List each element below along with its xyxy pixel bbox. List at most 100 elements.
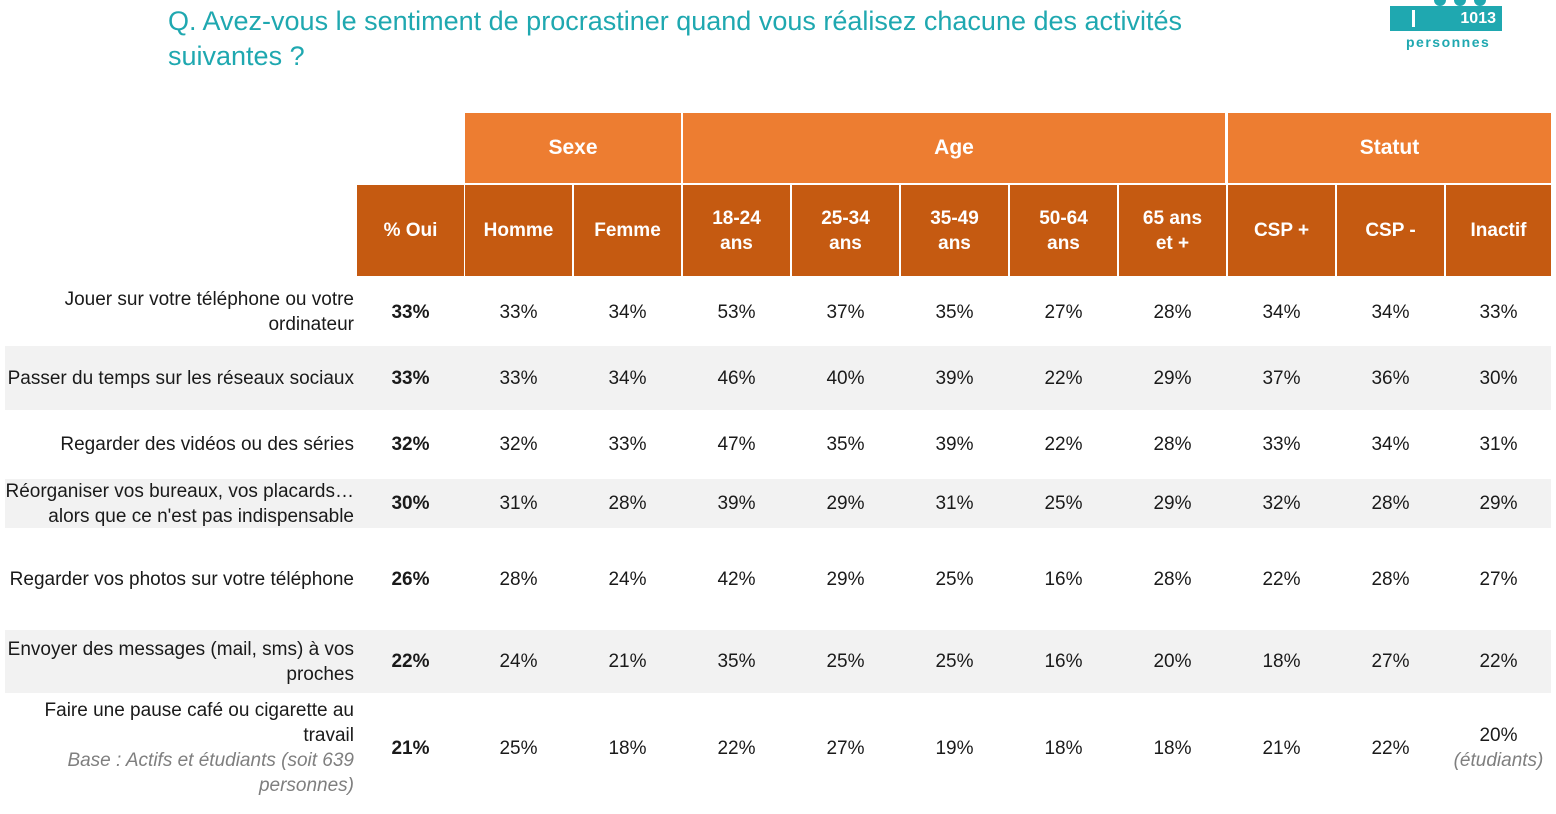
cell-value: 37% bbox=[826, 301, 865, 323]
value-cell: 31% bbox=[1446, 413, 1551, 475]
cell-value: 22% bbox=[1479, 651, 1518, 672]
row-base-note: Base : Actifs et étudiants (soit 639 per… bbox=[67, 750, 354, 796]
row-band bbox=[5, 630, 1551, 693]
cell-value: 36% bbox=[1371, 367, 1410, 389]
row-label: Envoyer des messages (mail, sms) à vos p… bbox=[5, 630, 354, 693]
value-cell: 16% bbox=[1010, 530, 1117, 628]
cell-value: 47% bbox=[717, 433, 756, 455]
value-cell: 27% bbox=[792, 696, 899, 800]
cell-value: 21% bbox=[608, 651, 647, 672]
value-cell: 33% bbox=[1228, 413, 1335, 475]
total-cell: 33% bbox=[357, 280, 464, 344]
cell-value: 33% bbox=[1479, 301, 1518, 323]
total-cell: 30% bbox=[357, 479, 464, 528]
cell-value: 29% bbox=[1479, 493, 1518, 514]
cell-value: 22% bbox=[1371, 737, 1410, 759]
cell-value: 25% bbox=[1044, 493, 1083, 514]
cell-value: 32% bbox=[499, 433, 538, 455]
cell-value: 18% bbox=[1044, 737, 1083, 759]
value-cell: 18% bbox=[1119, 696, 1226, 800]
row-label-text: Envoyer des messages (mail, sms) à vos p… bbox=[7, 638, 354, 685]
cell-value: 16% bbox=[1044, 568, 1083, 590]
row-label: Regarder vos photos sur votre téléphone bbox=[5, 530, 354, 628]
value-cell: 32% bbox=[465, 413, 572, 475]
value-cell: 39% bbox=[683, 479, 790, 528]
cell-value: 35% bbox=[826, 433, 865, 455]
column-header: 65 ans et + bbox=[1119, 185, 1226, 276]
value-cell: 40% bbox=[792, 346, 899, 410]
cell-value: 33% bbox=[499, 367, 538, 389]
total-cell: 26% bbox=[357, 530, 464, 628]
row-label: Réorganiser vos bureaux, vos placards… a… bbox=[5, 479, 354, 528]
value-cell: 22% bbox=[1010, 346, 1117, 410]
cell-value: 30% bbox=[391, 493, 430, 514]
value-cell: 34% bbox=[1228, 280, 1335, 344]
value-cell: 20% bbox=[1119, 630, 1226, 693]
value-cell: 20% (étudiants) bbox=[1446, 696, 1551, 800]
value-cell: 24% bbox=[465, 630, 572, 693]
cell-value: 20% bbox=[1479, 725, 1518, 746]
value-cell: 22% bbox=[1337, 696, 1444, 800]
cell-value: 39% bbox=[935, 433, 974, 455]
cell-value: 20% bbox=[1153, 651, 1192, 672]
value-cell: 18% bbox=[1010, 696, 1117, 800]
value-cell: 30% bbox=[1446, 346, 1551, 410]
cell-value: 31% bbox=[1479, 433, 1518, 455]
cell-value: 29% bbox=[826, 493, 865, 514]
value-cell: 35% bbox=[792, 413, 899, 475]
cell-value: 40% bbox=[826, 367, 865, 389]
value-cell: 29% bbox=[1119, 479, 1226, 528]
cell-value: 18% bbox=[1153, 737, 1192, 759]
row-label-text: Regarder vos photos sur votre téléphone bbox=[9, 568, 354, 590]
cell-value: 16% bbox=[1044, 651, 1083, 672]
cell-value: 19% bbox=[935, 737, 974, 759]
column-header: CSP - bbox=[1337, 185, 1444, 276]
cell-value: 28% bbox=[499, 568, 538, 590]
value-cell: 18% bbox=[1228, 630, 1335, 693]
respondents-badge: 1013 personnes bbox=[1390, 0, 1506, 52]
cell-value: 34% bbox=[608, 301, 647, 323]
value-cell: 27% bbox=[1010, 280, 1117, 344]
column-header: Homme bbox=[465, 185, 572, 276]
value-cell: 36% bbox=[1337, 346, 1444, 410]
column-header: 18-24 ans bbox=[683, 185, 790, 276]
cell-value: 30% bbox=[1479, 367, 1518, 389]
cell-value: 28% bbox=[1371, 493, 1410, 514]
value-cell: 47% bbox=[683, 413, 790, 475]
question-title: Q. Avez-vous le sentiment de procrastine… bbox=[168, 6, 1183, 71]
value-cell: 29% bbox=[1446, 479, 1551, 528]
value-cell: 28% bbox=[1119, 413, 1226, 475]
value-cell: 22% bbox=[1010, 413, 1117, 475]
row-label-text: Passer du temps sur les réseaux sociaux bbox=[7, 367, 354, 389]
cell-value: 34% bbox=[608, 367, 647, 389]
value-cell: 21% bbox=[1228, 696, 1335, 800]
cell-value: 21% bbox=[391, 737, 430, 759]
cell-value: 27% bbox=[1371, 651, 1410, 672]
value-cell: 28% bbox=[574, 479, 681, 528]
cell-value: 18% bbox=[1262, 651, 1301, 672]
column-header: Inactif bbox=[1446, 185, 1551, 276]
cell-value: 35% bbox=[935, 301, 974, 323]
cell-value: 28% bbox=[1371, 568, 1410, 590]
value-cell: 28% bbox=[1337, 530, 1444, 628]
row-label-text: Jouer sur votre téléphone ou votre ordin… bbox=[64, 289, 354, 335]
value-cell: 35% bbox=[683, 630, 790, 693]
cell-value: 28% bbox=[1153, 301, 1192, 323]
cell-value: 28% bbox=[608, 493, 647, 514]
value-cell: 31% bbox=[901, 479, 1008, 528]
row-label-text: Faire une pause café ou cigarette au tra… bbox=[44, 700, 354, 746]
cell-value: 24% bbox=[608, 568, 647, 590]
value-cell: 46% bbox=[683, 346, 790, 410]
value-cell: 33% bbox=[1446, 280, 1551, 344]
value-cell: 27% bbox=[1446, 530, 1551, 628]
cell-value: 39% bbox=[935, 367, 974, 389]
column-header: 50-64 ans bbox=[1010, 185, 1117, 276]
total-cell: 33% bbox=[357, 346, 464, 410]
total-cell: 21% bbox=[357, 696, 464, 800]
cell-value: 28% bbox=[1153, 433, 1192, 455]
cell-value: 22% bbox=[1044, 433, 1083, 455]
column-header: 35-49 ans bbox=[901, 185, 1008, 276]
column-header: 25-34 ans bbox=[792, 185, 899, 276]
value-cell: 32% bbox=[1228, 479, 1335, 528]
value-cell: 28% bbox=[1337, 479, 1444, 528]
